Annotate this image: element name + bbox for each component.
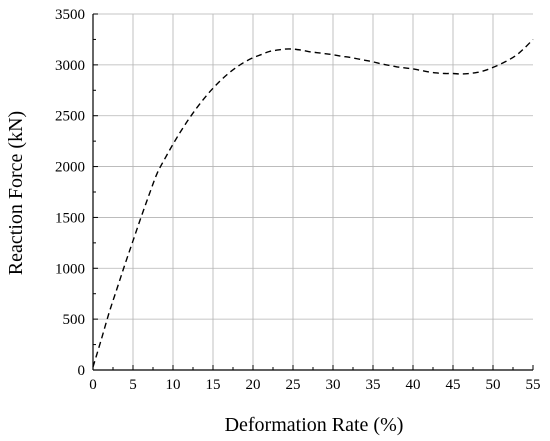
x-tick-label: 35 xyxy=(366,377,381,393)
y-tick-label: 2000 xyxy=(55,160,85,176)
x-tick-label: 0 xyxy=(89,377,97,393)
x-tick-label: 5 xyxy=(129,377,137,393)
x-axis-title: Deformation Rate (%) xyxy=(225,414,404,436)
y-tick-label: 2500 xyxy=(55,109,85,125)
grid xyxy=(93,13,533,370)
x-tick-label: 30 xyxy=(326,377,341,393)
axes xyxy=(92,14,533,371)
x-tick-label: 40 xyxy=(406,377,421,393)
series xyxy=(92,38,534,368)
x-tick-label: 25 xyxy=(286,377,301,393)
y-tick-label: 3000 xyxy=(55,58,85,74)
ticks: 0 5 10 15 20 25 30 35 40 45 50 55 0 500 1000 1500 2000 25… xyxy=(55,7,541,393)
x-tick-label: 10 xyxy=(166,377,181,393)
y-tick-label: 1500 xyxy=(55,210,85,226)
x-tick-label: 20 xyxy=(246,377,261,393)
y-axis-title: Reaction Force (kN) xyxy=(5,111,27,275)
x-tick-label: 50 xyxy=(486,377,501,393)
x-tick-label: 55 xyxy=(526,377,541,393)
series-line xyxy=(92,38,534,368)
y-tick-label: 3500 xyxy=(55,7,85,23)
y-tick-label: 500 xyxy=(63,312,86,328)
y-tick-label: 0 xyxy=(78,363,86,379)
x-tick-label: 15 xyxy=(206,377,221,393)
x-tick-label: 45 xyxy=(446,377,461,393)
y-tick-label: 1000 xyxy=(55,261,85,277)
